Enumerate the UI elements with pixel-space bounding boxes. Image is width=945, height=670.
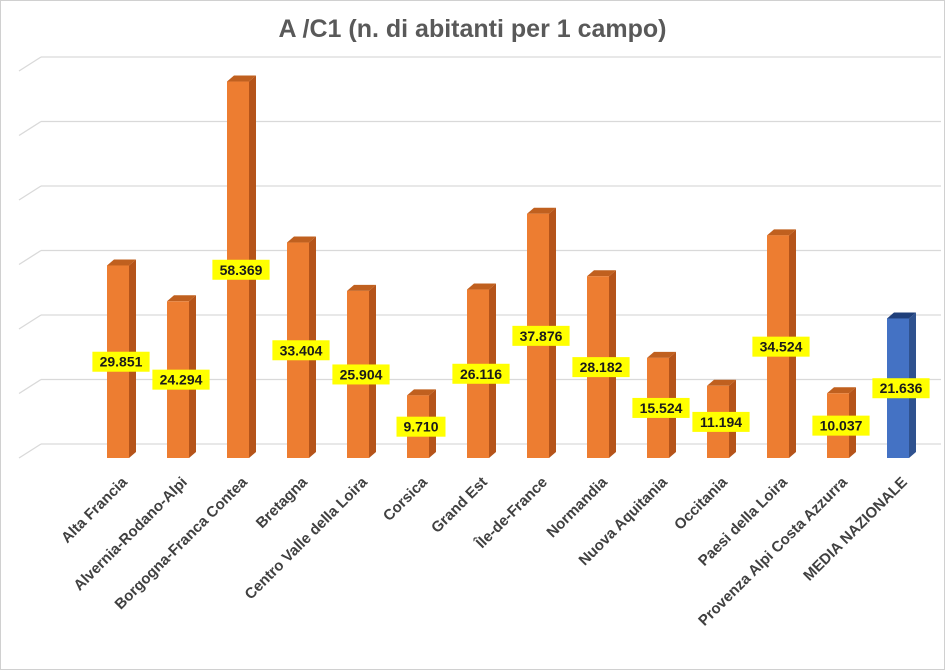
bar-top-face [227,75,256,82]
data-label-box [632,397,690,418]
data-label: 28.182 [580,359,623,375]
data-label-box [396,416,446,437]
category-tick-label: Corsica [380,473,431,524]
bar-top-face [107,259,136,266]
bar-top-face [827,387,856,394]
data-label-box [512,325,570,346]
data-label-box [452,363,510,384]
data-label-box [692,411,750,432]
data-label-box [92,351,150,372]
data-label: 33.404 [280,342,323,358]
chart-title: A /C1 (n. di abitanti per 1 campo) [278,15,667,43]
category-tick-label: Alvernia-Rodano-Alpi [70,474,190,594]
bar-top-face [167,295,196,302]
bar-top-face [767,229,796,236]
data-label: 21.636 [880,380,923,396]
gridline-depth [18,443,42,459]
bar-top-face [707,379,736,386]
bar-top-face [467,283,496,290]
data-label: 10.037 [820,418,863,434]
data-label-box [152,369,210,390]
bar-top-face [287,236,316,243]
data-label: 34.524 [760,339,803,355]
data-label-box [752,336,810,357]
category-tick-label: Centro Valle della Loira [242,473,372,603]
data-labels: 29.851 24.294 58.369 33.404 25.904 9.710 26.11… [92,259,930,437]
data-label-box [332,364,390,385]
data-label: 11.194 [700,414,742,430]
data-label: 15.524 [640,400,683,416]
bar-top-face [527,207,556,214]
gridline-depth [18,56,42,72]
gridline-depth [18,314,42,330]
gridline-depth [18,185,42,201]
data-label-box [212,259,270,280]
category-tick-label: Occitania [671,473,731,533]
data-label: 29.851 [100,354,143,370]
bar-top-face [587,270,616,277]
gridline-depth [18,249,42,266]
category-tick-label: Bretagna [253,473,311,531]
data-label-box [272,340,330,361]
data-label: 25.904 [340,366,383,382]
data-label: 58.369 [220,262,263,278]
data-label: 9.710 [403,419,438,435]
data-label-box [812,415,870,436]
gridline-depth [18,378,42,395]
bar-top-face [887,312,916,319]
data-label: 24.294 [160,372,203,388]
data-label-box [872,378,930,399]
category-tick-label: MEDIA NAZIONALE [800,474,911,585]
data-label-box [572,357,630,378]
category-tick-labels: Alta FranciaAlvernia-Rodano-AlpiBorgogna… [58,473,911,629]
data-label: 26.116 [460,366,502,382]
bar-top-face [407,389,436,396]
bar-top-face [647,351,676,358]
data-label: 37.876 [520,328,563,344]
gridline-depth [18,120,42,137]
bar-top-face [347,284,376,291]
category-tick-label: Grand Est [428,474,491,537]
